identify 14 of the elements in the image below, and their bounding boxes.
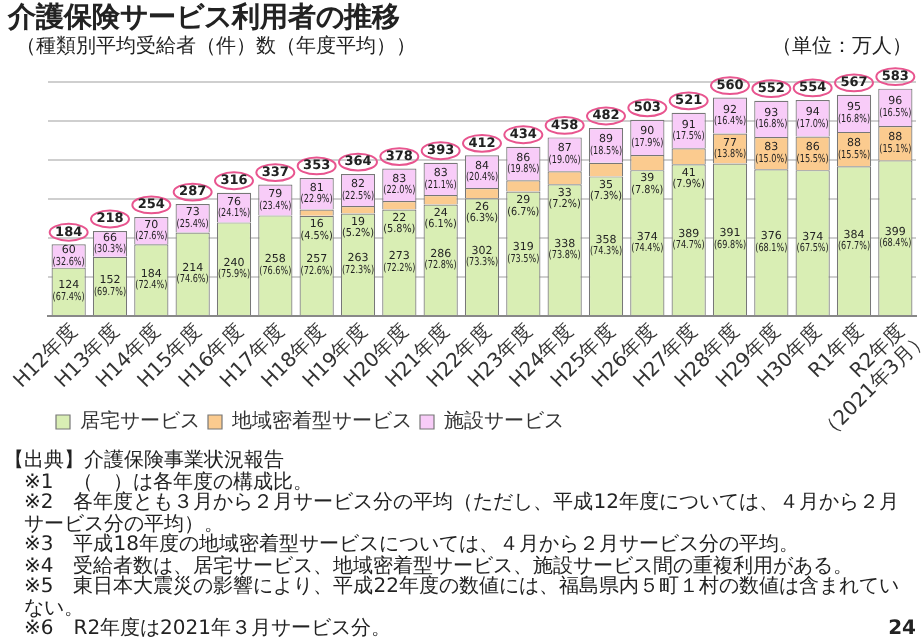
legend-label: 居宅サービス [80,409,200,434]
text: ※4 受給者数は、居宅サービス、地域密着型サービス、施設サービス間の重複利用がある。 [22,555,856,577]
chart-subtitle: （種類別平均受給者（件）数（年度平均）） [16,36,416,58]
text: ※2 各年度とも３月から２月サービス分の平均（ただし、平成12年度については、４月から２月サービス分の平均）。 [22,492,901,535]
text: 24 [888,618,916,640]
text: ※3 平成18年度の地域密着型サービスについては、４月から２月サービス分の平均。 [22,534,801,556]
text: ※5 東日本大震災の影響により、平成22年度の数値には、福島県内５町１村の数値は含まれていない。 [22,576,901,619]
legend-label: 地域密着型サービス [230,409,412,434]
text: 【出典】介護保険事業状況報告 [2,450,284,472]
legend-label: 施設サービス [444,409,564,434]
text: ※1 （ ）は各年度の構成比。 [22,471,316,493]
text: ※6 R2年度は2021年３月サービス分。 [24,618,392,640]
text: （単位：万人） [772,36,912,58]
chart-title: 介護保険サービス利用者の推移 [5,0,402,35]
